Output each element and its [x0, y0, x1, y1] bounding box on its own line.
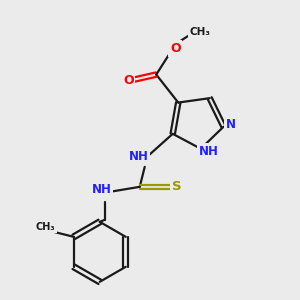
Text: CH₃: CH₃	[190, 27, 211, 37]
Text: N: N	[226, 118, 236, 131]
Text: NH: NH	[199, 145, 219, 158]
Text: NH: NH	[129, 150, 149, 163]
Text: NH: NH	[92, 183, 112, 196]
Text: O: O	[123, 74, 134, 87]
Text: S: S	[172, 180, 182, 193]
Text: O: O	[170, 42, 181, 55]
Text: CH₃: CH₃	[36, 222, 56, 232]
